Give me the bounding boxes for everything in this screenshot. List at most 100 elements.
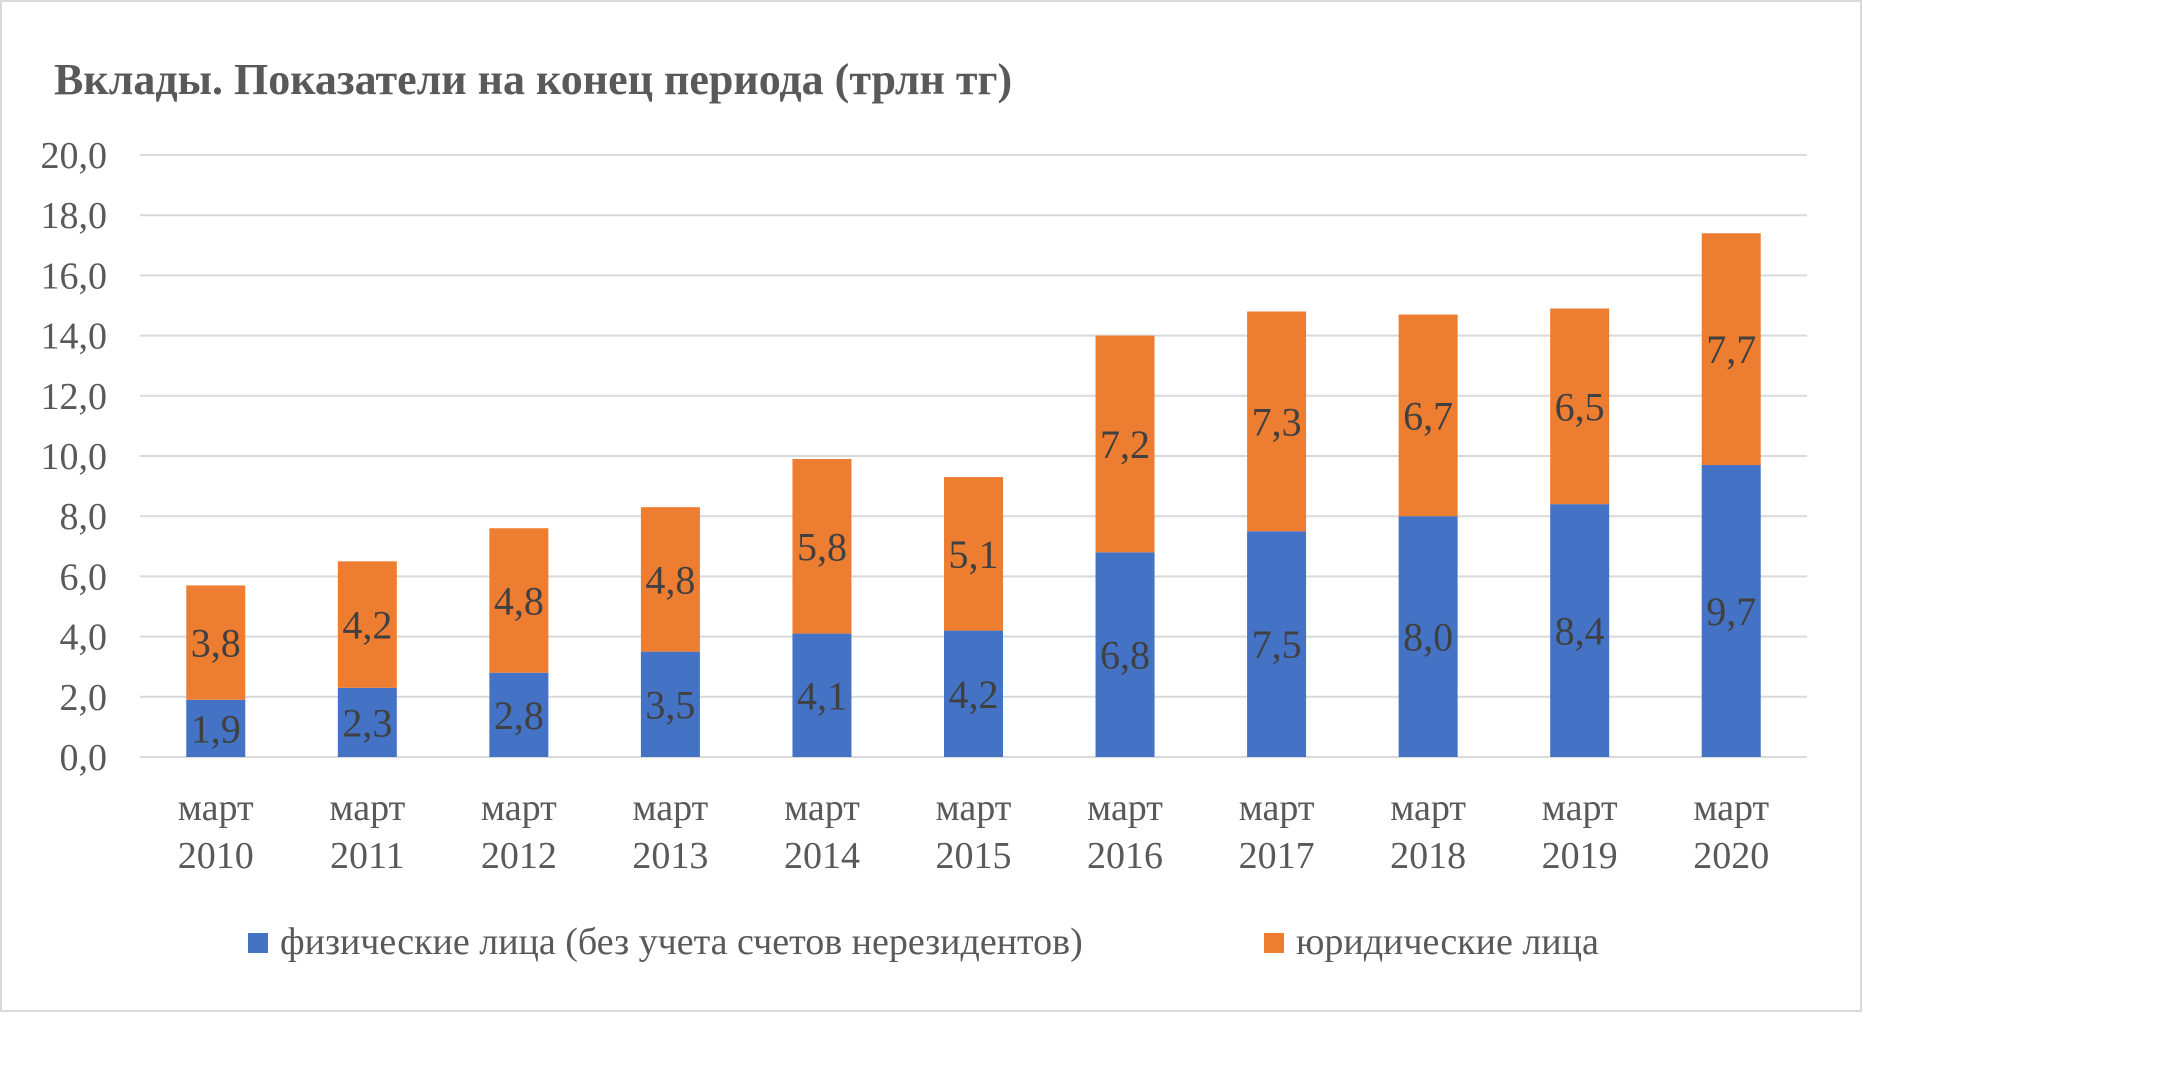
legend-label-legal-entities: юридические лица — [1296, 921, 1599, 963]
bar-individuals — [337, 687, 397, 757]
category-year: 2012 — [481, 835, 557, 877]
category-year: 2019 — [1542, 835, 1618, 877]
x-category-label: март 2011 — [329, 787, 405, 877]
bar-individuals — [1247, 531, 1307, 757]
chart-frame: Вклады. Показатели на конец периода (трл… — [0, 0, 1862, 1012]
category-month: март — [936, 787, 1012, 829]
data-label: 5,8 — [797, 524, 847, 569]
data-label: 4,8 — [494, 578, 544, 623]
bar-legal-entities — [944, 477, 1003, 631]
category-year: 2017 — [1239, 835, 1315, 877]
category-month: март — [633, 787, 709, 829]
y-tick-label: 4,0 — [60, 617, 108, 659]
category-month: март — [1239, 787, 1315, 829]
bar-individuals — [1701, 465, 1761, 757]
data-label: 4,2 — [342, 603, 392, 648]
category-month: март — [178, 787, 254, 829]
category-year: 2011 — [330, 835, 405, 877]
bar-individuals — [489, 672, 549, 757]
y-axis-ticks: 0,0 2,0 4,0 6,0 8,0 10,0 12,0 14,0 16,0 18,0 20,0 — [41, 135, 108, 779]
y-tick-label: 0,0 — [60, 737, 108, 779]
data-label: 7,3 — [1252, 399, 1302, 444]
data-label: 5,1 — [949, 532, 999, 577]
data-label: 4,2 — [949, 672, 999, 717]
data-label: 7,2 — [1100, 422, 1150, 467]
chart-title: Вклады. Показатели на конец периода (трл… — [54, 55, 1013, 104]
data-label: 4,1 — [797, 673, 847, 718]
y-tick-label: 16,0 — [41, 255, 108, 297]
bar-individuals — [1550, 504, 1610, 757]
bar-legal-entities — [186, 585, 246, 700]
bar-legal-entities — [640, 507, 700, 652]
x-category-label: март 2012 — [481, 787, 557, 877]
legend-swatch-individuals — [248, 933, 268, 953]
data-label: 2,3 — [342, 700, 392, 745]
category-month: март — [1693, 787, 1769, 829]
category-year: 2010 — [178, 835, 254, 877]
y-tick-label: 18,0 — [41, 195, 108, 237]
category-month: март — [1542, 787, 1618, 829]
x-category-label: март 2014 — [784, 787, 860, 877]
category-month: март — [784, 787, 860, 829]
bar-legal-entities — [1701, 233, 1761, 466]
data-label: 3,8 — [191, 621, 241, 666]
y-tick-label: 20,0 — [41, 135, 108, 177]
data-label: 6,8 — [1100, 633, 1150, 678]
y-tick-label: 2,0 — [60, 677, 108, 719]
category-month: март — [1390, 787, 1466, 829]
y-tick-label: 8,0 — [60, 496, 108, 538]
legend-swatch-legal-entities — [1264, 933, 1284, 953]
data-label: 3,5 — [645, 682, 695, 727]
x-category-label: март 2018 — [1390, 787, 1466, 877]
category-year: 2014 — [784, 835, 860, 877]
y-tick-label: 14,0 — [41, 316, 108, 358]
bar-legal-entities — [1550, 308, 1610, 505]
x-category-label: март 2019 — [1542, 787, 1618, 877]
bar-legal-entities — [1398, 314, 1458, 517]
data-label: 8,0 — [1403, 615, 1453, 660]
bar-legal-entities — [1095, 335, 1155, 553]
bar-individuals — [1398, 516, 1458, 757]
data-label: 1,9 — [191, 706, 241, 751]
bar-legal-entities — [337, 561, 397, 688]
data-label: 8,4 — [1555, 609, 1605, 654]
category-month: март — [329, 787, 405, 829]
chart-svg: 0,02,04,06,08,010,012,014,016,018,020,0 … — [41, 135, 1807, 963]
category-year: 2015 — [936, 835, 1012, 877]
data-labels: 1,9 3,8 2,3 4,2 2,8 4,8 3,5 4,8 4,1 5,8 4,2 5,1 6,8 7… — [191, 327, 1756, 751]
data-label: 4,8 — [645, 557, 695, 602]
x-category-label: март 2015 — [936, 787, 1012, 877]
bar-legal-entities — [792, 459, 852, 634]
category-year: 2016 — [1087, 835, 1163, 877]
bar-individuals — [186, 699, 246, 757]
data-label: 7,5 — [1252, 622, 1302, 667]
data-label: 7,7 — [1706, 327, 1756, 372]
bar-legal-entities — [489, 528, 549, 673]
bar-individuals — [1095, 552, 1155, 757]
category-year: 2018 — [1390, 835, 1466, 877]
y-tick-label: 6,0 — [60, 556, 108, 598]
data-label: 6,7 — [1403, 393, 1453, 438]
y-tick-label: 12,0 — [41, 376, 108, 418]
bar-individuals — [640, 651, 700, 757]
bar-individuals — [792, 633, 852, 757]
x-category-label: март 2010 — [178, 787, 254, 877]
category-year: 2013 — [632, 835, 708, 877]
data-label: 9,7 — [1706, 589, 1756, 634]
bars — [186, 233, 1761, 757]
data-label: 2,8 — [494, 693, 544, 738]
category-month: март — [481, 787, 557, 829]
category-month: март — [1087, 787, 1163, 829]
legend: физические лица (без учета счетов нерези… — [248, 921, 1599, 963]
bar-individuals — [944, 630, 1003, 757]
x-category-label: март 2016 — [1087, 787, 1163, 877]
category-year: 2020 — [1693, 835, 1769, 877]
x-category-label: март 2013 — [632, 787, 708, 877]
y-tick-label: 10,0 — [41, 436, 108, 478]
legend-label-individuals: физические лица (без учета счетов нерези… — [280, 921, 1083, 963]
x-axis-categories: март 2010 март 2011 март 2012 март 2013 март 2014… — [178, 787, 1770, 877]
bar-legal-entities — [1247, 311, 1307, 532]
data-label: 6,5 — [1555, 384, 1605, 429]
x-category-label: март 2017 — [1239, 787, 1315, 877]
x-category-label: март 2020 — [1693, 787, 1769, 877]
